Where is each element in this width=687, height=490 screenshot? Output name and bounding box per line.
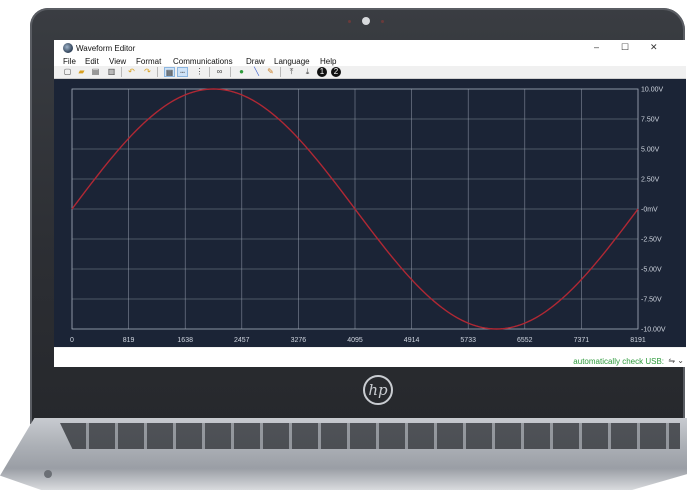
app-icon xyxy=(63,43,73,53)
waveform-line xyxy=(71,88,639,330)
menu-view[interactable]: View xyxy=(109,57,127,66)
window-title: Waveform Editor xyxy=(76,44,136,53)
pencil-icon[interactable]: ✎ xyxy=(267,67,274,76)
upload-icon[interactable]: ⤒ xyxy=(289,67,294,76)
save-icon[interactable]: ▤ xyxy=(91,67,100,76)
channel-2-icon[interactable]: 2 xyxy=(331,67,341,77)
open-folder-icon[interactable]: ▰ xyxy=(78,67,85,76)
usb-status-icon[interactable]: ⇋ ⌄ xyxy=(668,356,684,365)
maximize-button[interactable]: ☐ xyxy=(621,42,630,52)
y-tick-label: 5.00V xyxy=(641,147,660,154)
x-tick-label: 5733 xyxy=(460,337,476,344)
y-tick-label: 7.50V xyxy=(641,117,660,124)
x-tick-label: 6552 xyxy=(517,337,533,344)
toolbar-separator xyxy=(121,67,122,77)
y-tick-label: 2.50V xyxy=(641,177,660,184)
laptop-keyboard xyxy=(60,423,680,449)
x-tick-label: 2457 xyxy=(234,337,250,344)
x-tick-label: 8191 xyxy=(630,337,646,344)
webcam-indicator xyxy=(381,20,384,23)
grid-icon[interactable]: ▦ xyxy=(164,67,175,77)
x-tick-label: 1638 xyxy=(177,337,193,344)
menu-language[interactable]: Language xyxy=(274,57,310,66)
webcam xyxy=(362,17,370,25)
line-tool-icon[interactable]: ╲ xyxy=(254,67,259,76)
toolbar: ▢ ▰ ▤ ▥ ↶ ↷ ▦ ┄ ⋮ ∞ ● ╲ ✎ ⤒ ⤓ 1 2 xyxy=(54,66,686,79)
y-tick-label: -7.50V xyxy=(641,297,662,304)
menu-file[interactable]: File xyxy=(63,57,76,66)
hp-logo: hp xyxy=(363,375,393,405)
x-tick-label: 7371 xyxy=(574,337,590,344)
webcam-indicator xyxy=(348,20,351,23)
x-tick-label: 4095 xyxy=(347,337,363,344)
laptop-foot xyxy=(44,470,52,478)
print-icon[interactable]: ▥ xyxy=(107,67,116,76)
waveform-chart[interactable]: 0 819 1638 2457 3276 4095 4914 5733 6552 7371 8191… xyxy=(54,79,686,347)
x-tick-label: 819 xyxy=(123,337,135,344)
point-icon[interactable]: ● xyxy=(239,67,244,76)
y-tick-label: -5.00V xyxy=(641,267,662,274)
link-icon[interactable]: ∞ xyxy=(216,67,223,76)
status-text: automatically check USB: xyxy=(573,357,664,366)
menu-help[interactable]: Help xyxy=(320,57,337,66)
x-tick-label: 4914 xyxy=(404,337,420,344)
x-tick-label: 3276 xyxy=(291,337,307,344)
waveform-plot[interactable]: 0 819 1638 2457 3276 4095 4914 5733 6552 7371 8191… xyxy=(54,79,686,347)
undo-icon[interactable]: ↶ xyxy=(128,67,135,76)
menu-bar: File Edit View Format Communications Dra… xyxy=(54,55,686,66)
y-tick-label: -10.00V xyxy=(641,327,666,334)
toolbar-separator xyxy=(157,67,158,77)
y-tick-label: -2.50V xyxy=(641,237,662,244)
menu-format[interactable]: Format xyxy=(136,57,162,66)
menu-communications[interactable]: Communications xyxy=(173,57,233,66)
y-tick-label: 10.00V xyxy=(641,87,664,94)
channel-1-icon[interactable]: 1 xyxy=(317,67,327,77)
zoom-icon[interactable]: ⋮ xyxy=(195,67,204,76)
new-file-icon[interactable]: ▢ xyxy=(63,67,72,76)
y-tick-label: -0mV xyxy=(641,207,658,214)
app-window: Waveform Editor – ☐ ✕ File Edit View For… xyxy=(54,40,686,367)
toolbar-separator xyxy=(280,67,281,77)
toolbar-separator xyxy=(209,67,210,77)
toolbar-separator xyxy=(230,67,231,77)
close-button[interactable]: ✕ xyxy=(650,42,658,52)
menu-draw[interactable]: Draw xyxy=(246,57,265,66)
redo-icon[interactable]: ↷ xyxy=(144,67,151,76)
status-bar: automatically check USB: ⇋ ⌄ xyxy=(54,348,686,367)
x-tick-label: 0 xyxy=(70,337,74,344)
dotted-line-icon[interactable]: ┄ xyxy=(177,67,188,77)
download-icon[interactable]: ⤓ xyxy=(305,67,310,76)
menu-edit[interactable]: Edit xyxy=(85,57,99,66)
minimize-button[interactable]: – xyxy=(594,42,600,52)
title-bar: Waveform Editor – ☐ ✕ xyxy=(54,40,686,55)
